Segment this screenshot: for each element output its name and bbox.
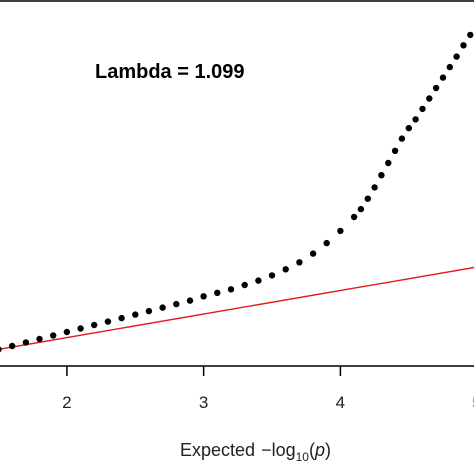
observed-point: [214, 289, 221, 296]
observed-point: [412, 116, 419, 123]
x-axis-ticks: 2 3 4 5: [62, 366, 474, 412]
observed-point: [439, 74, 447, 81]
observed-point: [453, 53, 460, 60]
x-tick-label: 3: [199, 393, 208, 412]
observed-point: [173, 300, 180, 308]
observed-point: [200, 293, 207, 300]
xlabel-close-paren: ): [325, 440, 331, 460]
observed-point: [385, 159, 392, 167]
observed-point: [350, 213, 358, 221]
observed-point: [91, 321, 98, 329]
xlabel-minus: −: [261, 440, 272, 460]
observed-point: [22, 339, 30, 346]
xlabel-variable: p: [314, 440, 325, 460]
observed-point: [446, 63, 453, 71]
observed-point: [227, 286, 235, 293]
observed-point: [118, 314, 125, 322]
observed-points: [0, 31, 474, 353]
observed-point: [460, 42, 467, 49]
observed-point: [364, 195, 371, 202]
observed-point: [36, 335, 43, 343]
observed-point: [104, 318, 112, 325]
observed-point: [371, 184, 378, 191]
observed-point: [255, 277, 262, 284]
observed-point: [186, 297, 194, 304]
observed-point: [296, 259, 303, 266]
observed-point: [467, 31, 474, 39]
observed-point: [50, 332, 57, 339]
observed-point: [419, 105, 426, 113]
xlabel-prefix: Expected: [180, 440, 255, 460]
observed-point: [77, 325, 84, 332]
observed-point: [391, 147, 399, 154]
observed-point: [405, 124, 412, 132]
observed-point: [268, 272, 276, 279]
observed-point: [357, 205, 365, 213]
lambda-annotation: Lambda = 1.099: [95, 61, 245, 83]
x-axis-label: Expected −log10(p): [180, 440, 331, 464]
expected-line: [0, 266, 474, 350]
observed-point: [159, 304, 166, 311]
observed-point: [426, 95, 433, 102]
observed-point: [337, 227, 344, 235]
x-tick-label: 4: [336, 393, 345, 412]
observed-point: [0, 346, 2, 353]
observed-point: [309, 250, 317, 257]
xlabel-log: log: [272, 440, 296, 460]
observed-point: [323, 239, 330, 247]
observed-point: [398, 135, 406, 142]
observed-point: [378, 172, 385, 179]
observed-point: [241, 281, 248, 289]
observed-point: [432, 84, 440, 92]
x-tick-label: 5: [472, 393, 474, 412]
xlabel-open-paren: (: [309, 440, 315, 460]
observed-point: [282, 266, 289, 273]
observed-point: [9, 342, 16, 350]
observed-point: [132, 311, 139, 318]
observed-point: [145, 307, 153, 315]
observed-point: [63, 328, 71, 336]
xlabel-subscript: 10: [296, 450, 310, 464]
x-tick-label: 2: [62, 393, 71, 412]
